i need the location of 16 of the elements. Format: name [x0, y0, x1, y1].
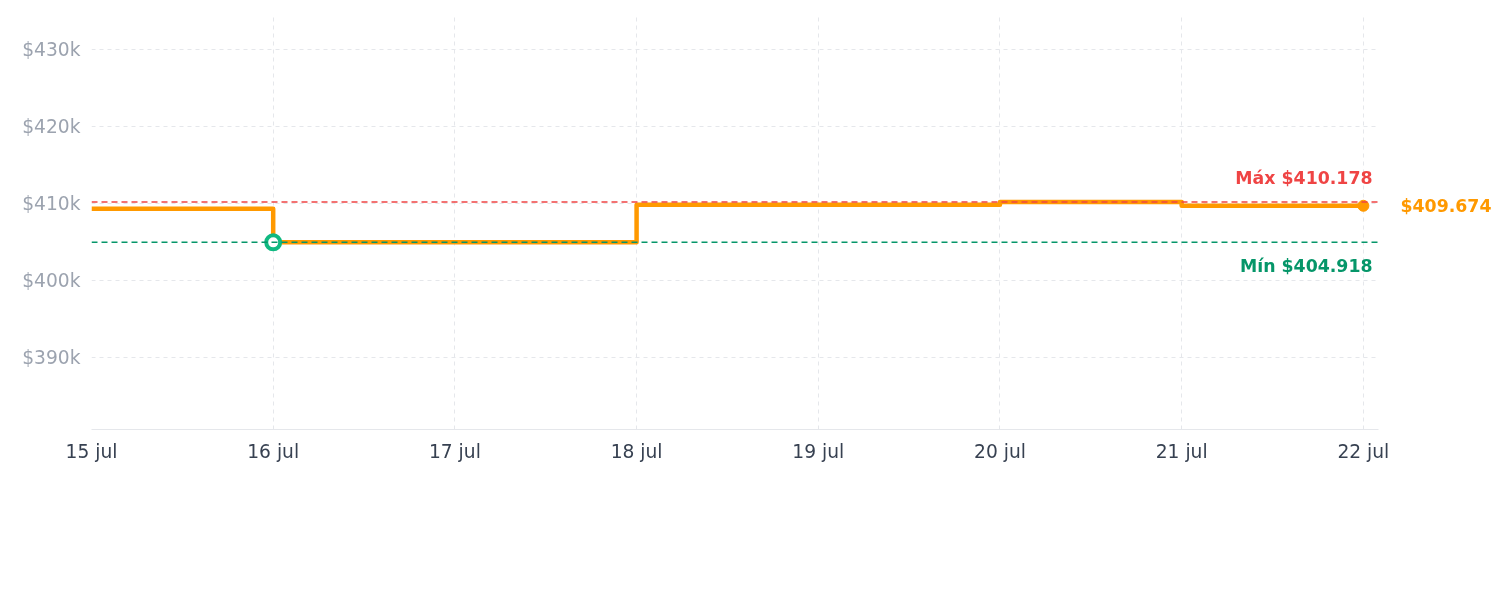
y-tick-label: $430k	[22, 38, 81, 60]
x-tick-label: 19 jul	[792, 440, 845, 462]
y-tick-label: $400k	[22, 269, 81, 291]
y-tick-label: $410k	[22, 192, 81, 214]
y-tick-label: $420k	[22, 115, 81, 137]
x-tick-label: 20 jul	[974, 440, 1026, 462]
ref-line-label: Mín $404.918	[1239, 256, 1373, 277]
x-tick-label: 16 jul	[247, 440, 300, 462]
x-tick-label: 22 jul	[1337, 440, 1390, 462]
ref-line-label: Máx $410.178	[1235, 167, 1373, 188]
x-tick-label: 15 jul	[65, 440, 118, 462]
y-tick-label: $390k	[22, 346, 81, 368]
x-tick-label: 21 jul	[1155, 440, 1208, 462]
x-tick-label: 18 jul	[610, 440, 663, 462]
annotation: $409.674	[1400, 195, 1492, 216]
x-tick-label: 17 jul	[428, 440, 481, 462]
